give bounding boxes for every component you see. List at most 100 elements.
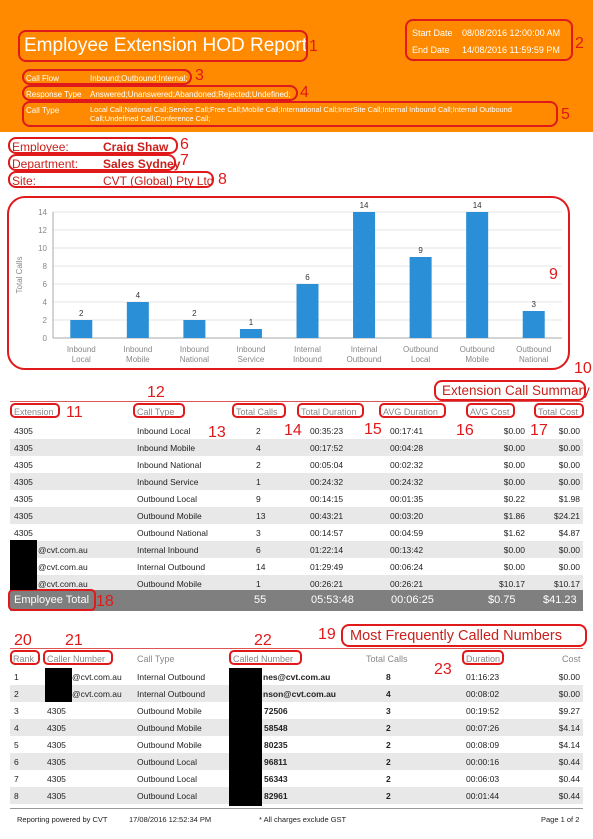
cost-cell: $4.14 (558, 723, 580, 733)
total-calls-cell: 2 (386, 757, 391, 767)
total-cost-cell: $0.00 (558, 477, 580, 487)
extension-cell: @cvt.com.au (38, 579, 88, 589)
rank-cell: 2 (14, 689, 19, 699)
employee-total-label: Employee Total (14, 594, 90, 606)
col-call-type-2: Call Type (137, 654, 175, 664)
response-type-value: Answered;Unanswered;Abandoned;Rejected;U… (90, 90, 291, 99)
annotation-box (8, 154, 176, 171)
x-tick-label: Outbound (516, 345, 551, 354)
annotation-box (10, 403, 60, 418)
annotation-box (341, 624, 587, 647)
annotation-box (7, 196, 570, 370)
avg-duration-cell: 00:13:42 (390, 545, 424, 555)
annotation-number: 2 (575, 35, 584, 52)
x-tick-label: Local (411, 355, 430, 364)
total-duration-cell: 00:17:52 (310, 443, 344, 453)
total-duration-cell: 00:24:32 (310, 477, 344, 487)
col-caller-number: Caller Number (47, 654, 106, 664)
start-date-label: Start Date (412, 28, 453, 38)
total-cost-cell: $24.21 (554, 511, 580, 521)
bar-value-label: 3 (531, 300, 536, 309)
total-calls-cell: 8 (386, 672, 391, 682)
department-label: Department: (12, 157, 79, 171)
col-avg-cost: AVG Cost (470, 407, 510, 417)
x-tick-label: Mobile (126, 355, 150, 364)
annotation-box (22, 101, 558, 127)
bar-value-label: 2 (192, 309, 197, 318)
bar (296, 284, 319, 338)
total-calls-cell: 1 (256, 579, 261, 589)
cost-cell: $0.44 (558, 757, 580, 767)
end-date-label: End Date (412, 45, 450, 55)
bar (183, 320, 206, 338)
annotation-number: 10 (574, 360, 592, 377)
annotation-number: 7 (180, 152, 189, 169)
avg-duration-cell: 00:24:32 (390, 477, 424, 487)
x-tick-label: Local (72, 355, 91, 364)
annotation-box (232, 403, 286, 418)
footer-powered: Reporting powered by CVT (17, 815, 108, 824)
total-calls-cell: 2 (256, 460, 261, 470)
annotation-number: 19 (318, 626, 336, 643)
total-cost-cell: $1.98 (558, 494, 580, 504)
extension-cell: @cvt.com.au (38, 545, 88, 555)
bar (126, 302, 149, 338)
extension-cell: 4305 (14, 477, 33, 487)
caller-number-cell: 4305 (47, 774, 66, 784)
total-duration-cell: 00:35:23 (310, 426, 344, 436)
total-calls-cell: 13 (256, 511, 266, 521)
call-flow-label: Call Flow (26, 74, 59, 83)
avg-duration-cell: 00:17:41 (390, 426, 424, 436)
total-cost-cell: $10.17 (554, 579, 580, 589)
called-number-cell: 72506 (264, 706, 288, 716)
cost-cell: $0.44 (558, 774, 580, 784)
called-number-cell: 58548 (264, 723, 288, 733)
duration-cell: 01:16:23 (466, 672, 500, 682)
report-title: Employee Extension HOD Report (24, 35, 308, 56)
annotation-box (534, 403, 584, 418)
x-tick-label: Outbound (460, 345, 495, 354)
footer-page: Page 1 of 2 (541, 815, 580, 824)
duration-cell: 00:08:09 (466, 740, 500, 750)
table-row: @cvt.com.au Internal Outbound 14 01:29:49 00… (10, 558, 583, 575)
annotation-number: 22 (254, 632, 272, 649)
annotation-box (297, 403, 364, 418)
bar-value-label: 9 (418, 246, 423, 255)
extension-cell: 4305 (14, 528, 33, 538)
y-tick-label: 8 (43, 262, 48, 271)
total-cost-cell: $0.00 (558, 460, 580, 470)
rank-cell: 7 (14, 774, 19, 784)
annotation-box (22, 85, 298, 101)
bar-value-label: 1 (249, 318, 254, 327)
total-cost-cell: $0.00 (558, 562, 580, 572)
table-row: 5 4305 Outbound Mobile 80235 2 00:08:09 $4.14 (10, 736, 583, 753)
caller-number-cell: 4305 (47, 723, 66, 733)
employee-value: Craig Shaw (103, 140, 169, 154)
y-axis-label: Total Calls (15, 257, 24, 294)
table-row: 4305 Inbound Local 2 00:35:23 00:17:41 $0.00 $… (10, 422, 583, 439)
extension-cell: @cvt.com.au (38, 562, 88, 572)
avg-cost-cell: $0.00 (503, 477, 525, 487)
avg-duration-cell: 00:04:28 (390, 443, 424, 453)
x-tick-label: Internal (351, 345, 378, 354)
total-calls-cell: 6 (256, 545, 261, 555)
total-calls-cell: 3 (386, 706, 391, 716)
col-total-duration: Total Duration (301, 407, 357, 417)
annotation-number: 11 (66, 404, 83, 421)
total-calls-cell: 2 (386, 740, 391, 750)
redaction-block (45, 668, 72, 702)
bar (353, 212, 376, 338)
called-number-cell: 96811 (264, 757, 288, 767)
table-row: @cvt.com.au Internal Inbound 6 01:22:14 00:1… (10, 541, 583, 558)
avg-cost-cell: $10.17 (499, 579, 525, 589)
total-duration-cell: 00:26:21 (310, 579, 344, 589)
annotation-box (405, 19, 573, 61)
call-type-cell: Outbound Mobile (137, 579, 202, 589)
called-number-cell: 82961 (264, 791, 288, 801)
y-tick-label: 10 (38, 244, 47, 253)
total-calls-cell: 14 (256, 562, 266, 572)
annotation-number: 14 (284, 422, 302, 439)
call-type-cell: Outbound Local (137, 791, 198, 801)
x-tick-label: National (180, 355, 210, 364)
cost-cell: $9.27 (558, 706, 580, 716)
